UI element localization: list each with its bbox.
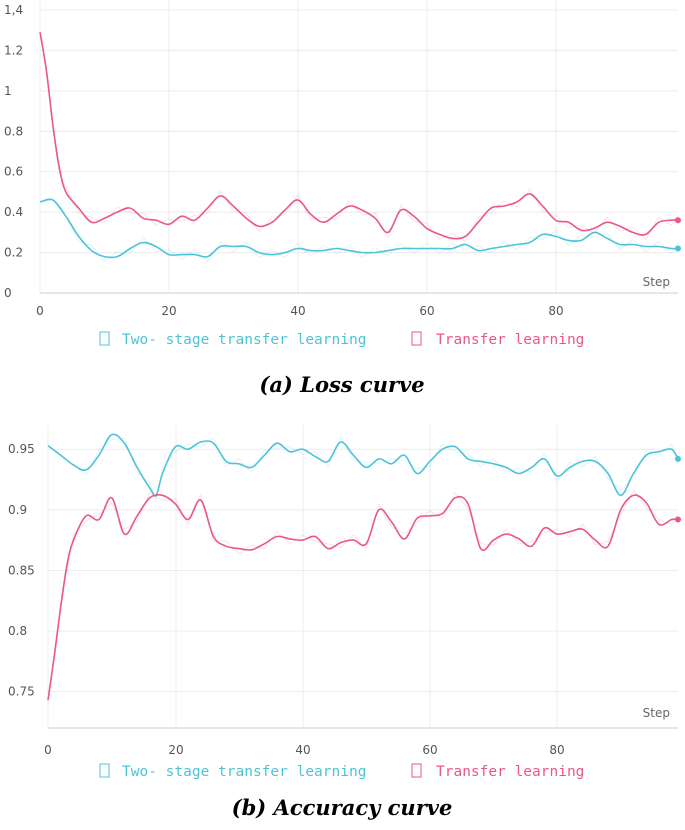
accuracy-chart: 0.75 0.8 0.85 0.9 0.95 0 20 40 60 80 Step Two- stag… [8, 425, 681, 820]
x-axis-label: Step [643, 275, 670, 289]
series-raw-line [47, 489, 679, 701]
chart-caption: (a) Loss curve [259, 372, 424, 397]
x-tick-label: 60 [422, 743, 437, 757]
x-tick-label: 80 [549, 743, 564, 757]
legend-swatch [411, 763, 422, 778]
legend-label: Two- stage transfer learning [122, 332, 366, 348]
legend-label: Transfer learning [436, 332, 584, 348]
chart-caption: (b) Accuracy curve [232, 795, 453, 820]
y-tick-label: 0.2 [4, 246, 23, 260]
series-end-point [675, 217, 681, 224]
x-tick-label: 0 [44, 743, 52, 757]
x-tick-label: 60 [419, 304, 434, 318]
y-tick-label: 1.2 [4, 43, 23, 57]
x-tick-label: 80 [548, 304, 563, 318]
series-line [39, 198, 679, 259]
y-tick-label: 0.75 [8, 685, 35, 699]
legend-label: Two- stage transfer learning [122, 764, 366, 780]
series-end-point [675, 516, 681, 523]
series-end-point [675, 455, 681, 462]
y-tick-label: 1,4 [4, 3, 23, 17]
y-tick-label: 0.95 [8, 442, 35, 456]
series-raw-line [47, 435, 679, 503]
y-tick-label: 0.8 [4, 124, 23, 138]
y-tick-label: 0 [4, 286, 12, 300]
y-tick-label: 0.4 [4, 205, 23, 219]
series-line [47, 493, 679, 701]
series-end-point [675, 245, 681, 252]
y-tick-label: 0.85 [8, 563, 35, 577]
y-tick-label: 1 [4, 84, 12, 98]
x-tick-label: 40 [290, 304, 305, 318]
legend-label: Transfer learning [436, 764, 584, 780]
series-raw-line [39, 199, 679, 263]
loss-chart: 0 0.2 0.4 0.6 0.8 1 1.2 1,4 0 20 40 60 80 Step Two- st… [4, 0, 681, 397]
series-line [39, 32, 679, 240]
y-tick-label: 0.9 [8, 503, 27, 517]
legend-swatch [99, 763, 110, 778]
x-tick-label: 20 [161, 304, 176, 318]
legend-swatch [99, 331, 110, 346]
y-tick-label: 0.6 [4, 165, 23, 179]
series-raw-line [39, 32, 679, 243]
x-axis-label: Step [643, 706, 670, 720]
legend-swatch [411, 331, 422, 346]
series-line [47, 433, 679, 497]
x-tick-label: 0 [36, 304, 44, 318]
x-tick-label: 40 [295, 743, 310, 757]
y-tick-label: 0.8 [8, 624, 27, 638]
x-tick-label: 20 [168, 743, 183, 757]
